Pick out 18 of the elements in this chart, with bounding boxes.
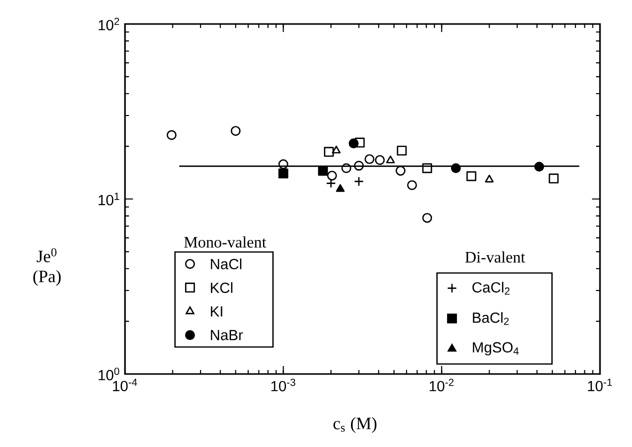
legend-label: BaCl$_{2}$ xyxy=(472,312,509,325)
x-tick-label: 10$^{-1}$ xyxy=(588,378,612,392)
legend-label: CaCl$_{2}$ xyxy=(472,282,510,295)
legend-label: KI xyxy=(210,306,222,316)
y-tick-label: 10$^{0}$ xyxy=(98,368,120,380)
annotation: Di-valent xyxy=(465,251,526,263)
legend-label: MgSO$_{4}$ xyxy=(472,342,519,356)
legend-label: KCl xyxy=(210,282,232,293)
y-tick-label: 10$^{2}$ xyxy=(98,18,120,30)
y-tick-label: 10$^{1}$ xyxy=(98,192,120,206)
x-tick-label: 10$^{-4}$ xyxy=(113,378,138,392)
x-tick-label: 10$^{-2}$ xyxy=(430,378,454,392)
legend-label: NaCl xyxy=(210,258,242,270)
x-tick-label: 10$^{-3}$ xyxy=(271,378,296,392)
legend-label: NaBr xyxy=(210,330,243,340)
x-axis-title: c$_{s}$ (M) xyxy=(333,417,376,433)
annotation: Mono-valent xyxy=(184,236,266,248)
y-axis-title: Je$^{0}$ (Pa) xyxy=(33,248,61,286)
